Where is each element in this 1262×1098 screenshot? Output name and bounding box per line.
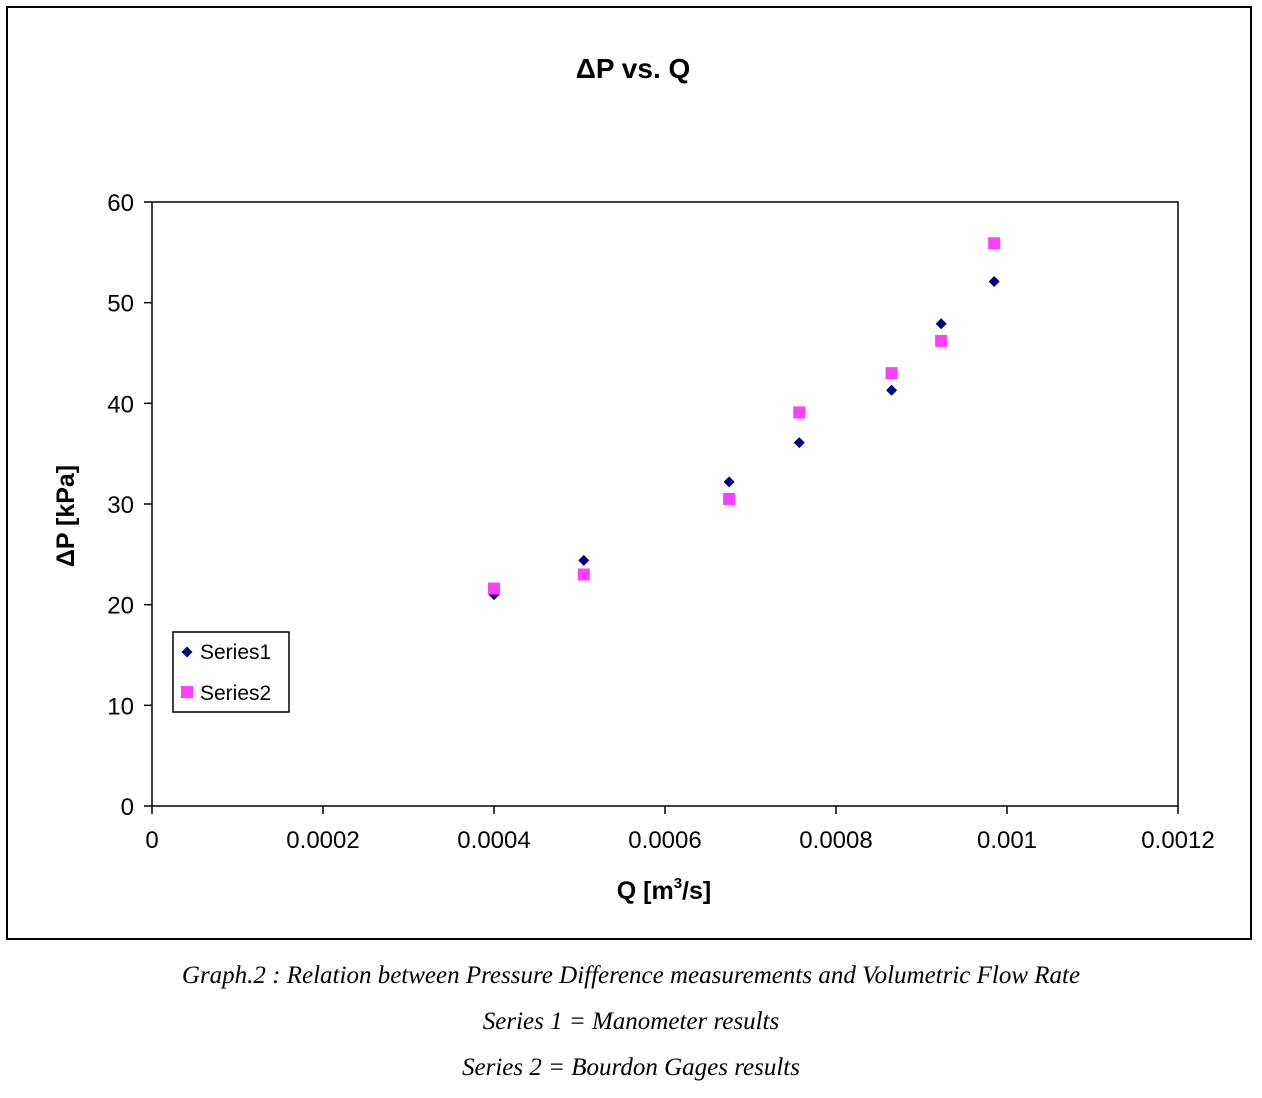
series1-point [886,384,898,396]
x-axis-label-main: Q [m [617,877,674,905]
y-axis: 0 10 20 30 40 50 60 [107,190,152,821]
x-tick-label: 0.001 [977,827,1037,854]
y-tick-label: 60 [107,190,134,217]
series2-point [935,334,948,347]
x-tick-label: 0 [145,827,158,854]
y-tick-label: 50 [107,291,134,318]
legend-series1-marker [181,646,193,658]
legend: Series1 Series2 [172,631,290,713]
y-tick-label: 20 [107,593,134,620]
y-tick-label: 30 [107,492,134,519]
x-axis: 0 0.0002 0.0004 0.0006 0.0008 0.001 0.0012 [145,806,1215,854]
legend-series2-label: Series2 [200,682,271,705]
legend-series2-marker [181,686,193,698]
chart-svg: ΔP vs. Q 0 0.0002 0.0004 0.0006 0.0008 0.001 0… [52,53,1215,905]
series1-caption: Series 1 = Manometer results [482,1008,780,1035]
y-tick-label: 40 [107,391,134,418]
legend-box [172,631,290,713]
series1-point [793,437,805,449]
chart-frame: ΔP vs. Q 0 0.0002 0.0004 0.0006 0.0008 0.001 0… [6,6,1252,940]
legend-series1-label: Series1 [200,641,271,664]
x-tick-label: 0.0008 [799,827,872,854]
x-tick-label: 0.0012 [1141,827,1214,854]
plot-markers [488,237,1001,601]
series1-point [988,276,1000,288]
series2-point [723,492,736,505]
y-tick-label: 0 [121,794,134,821]
series2-caption: Series 2 = Bourdon Gages results [462,1054,800,1081]
series1-point [935,318,947,330]
x-tick-label: 0.0004 [457,827,530,854]
x-axis-label: Q [m3/s] [617,875,711,905]
series2-point [488,582,500,595]
chart-title: ΔP vs. Q [576,53,691,84]
legend-markers [181,646,193,698]
series2-point [988,237,1001,250]
x-tick-label: 0.0002 [286,827,359,854]
series2-point [885,367,898,380]
series2-point [577,568,590,581]
y-tick-label: 10 [107,693,134,720]
series1-point [723,476,735,488]
x-axis-label-sup: 3 [674,875,682,892]
x-tick-label: 0.0006 [628,827,701,854]
plot-area [151,201,1179,807]
figure-caption: Graph.2 : Relation between Pressure Diff… [181,962,1081,989]
series2-point [793,406,806,419]
x-axis-label-tail: /s] [682,877,711,905]
series1-point [578,554,590,566]
y-axis-label: ΔP [kPa] [52,465,80,567]
